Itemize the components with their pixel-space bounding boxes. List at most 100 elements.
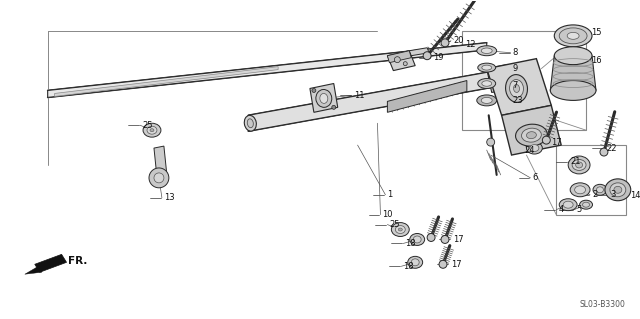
- Circle shape: [600, 148, 608, 156]
- Ellipse shape: [477, 95, 497, 106]
- Circle shape: [403, 62, 407, 66]
- Circle shape: [542, 136, 550, 144]
- Text: 17: 17: [551, 137, 562, 147]
- Ellipse shape: [554, 25, 592, 47]
- Text: 2: 2: [592, 190, 597, 199]
- Text: 25: 25: [142, 121, 152, 130]
- Ellipse shape: [516, 124, 547, 146]
- Circle shape: [154, 173, 164, 183]
- Text: 14: 14: [630, 191, 640, 200]
- Text: 8: 8: [513, 48, 518, 57]
- Text: 17: 17: [451, 260, 461, 269]
- Text: 18: 18: [403, 262, 414, 271]
- Ellipse shape: [575, 186, 586, 194]
- Text: 1: 1: [387, 190, 393, 199]
- Circle shape: [487, 138, 495, 146]
- Text: 12: 12: [465, 40, 476, 49]
- Circle shape: [427, 234, 435, 241]
- Polygon shape: [487, 59, 551, 115]
- Text: 3: 3: [610, 190, 615, 199]
- Text: 16: 16: [591, 56, 602, 65]
- Text: 24: 24: [524, 145, 535, 155]
- Ellipse shape: [408, 256, 422, 268]
- Polygon shape: [487, 65, 511, 93]
- Ellipse shape: [478, 63, 495, 72]
- Circle shape: [439, 260, 447, 268]
- Ellipse shape: [509, 79, 524, 97]
- Ellipse shape: [150, 129, 154, 132]
- Text: FR.: FR.: [68, 256, 87, 266]
- Polygon shape: [409, 48, 429, 56]
- Ellipse shape: [412, 259, 419, 266]
- Ellipse shape: [478, 78, 495, 88]
- Text: 21: 21: [570, 158, 580, 167]
- Ellipse shape: [527, 132, 536, 139]
- Ellipse shape: [244, 115, 257, 131]
- Text: 23: 23: [513, 96, 523, 105]
- Polygon shape: [248, 70, 497, 131]
- Ellipse shape: [316, 89, 332, 108]
- Ellipse shape: [530, 145, 539, 152]
- Circle shape: [312, 88, 316, 93]
- Text: 6: 6: [532, 173, 538, 182]
- Polygon shape: [47, 43, 487, 97]
- Text: SL03-B3300: SL03-B3300: [580, 300, 626, 308]
- Text: 7: 7: [513, 81, 518, 90]
- Ellipse shape: [582, 202, 589, 207]
- Text: 10: 10: [383, 210, 393, 219]
- Ellipse shape: [143, 123, 161, 137]
- Ellipse shape: [413, 236, 421, 243]
- Circle shape: [423, 52, 431, 60]
- Ellipse shape: [550, 80, 596, 100]
- Ellipse shape: [410, 234, 425, 245]
- Polygon shape: [387, 51, 412, 63]
- Ellipse shape: [614, 186, 622, 193]
- Polygon shape: [550, 56, 596, 91]
- Polygon shape: [502, 105, 561, 155]
- Polygon shape: [35, 254, 67, 272]
- Polygon shape: [310, 84, 338, 112]
- Polygon shape: [25, 264, 42, 274]
- Ellipse shape: [568, 156, 590, 174]
- Text: 15: 15: [591, 28, 602, 37]
- Circle shape: [441, 235, 449, 243]
- Text: 9: 9: [513, 64, 518, 73]
- Polygon shape: [154, 146, 167, 177]
- Text: 4: 4: [558, 205, 563, 214]
- Ellipse shape: [522, 128, 541, 142]
- Ellipse shape: [596, 187, 604, 193]
- Ellipse shape: [610, 183, 626, 197]
- Ellipse shape: [506, 75, 527, 102]
- Ellipse shape: [580, 200, 593, 209]
- Ellipse shape: [398, 228, 403, 231]
- Ellipse shape: [482, 65, 492, 70]
- Circle shape: [332, 105, 336, 109]
- Ellipse shape: [320, 93, 328, 103]
- Ellipse shape: [593, 184, 607, 195]
- Circle shape: [149, 168, 169, 188]
- Ellipse shape: [482, 81, 492, 86]
- Ellipse shape: [247, 119, 253, 128]
- Ellipse shape: [481, 97, 492, 103]
- Ellipse shape: [481, 48, 492, 54]
- Ellipse shape: [563, 201, 573, 208]
- Text: 11: 11: [354, 91, 364, 100]
- Ellipse shape: [559, 199, 577, 211]
- Text: 19: 19: [433, 53, 444, 62]
- Text: 20: 20: [453, 36, 463, 45]
- Circle shape: [441, 39, 449, 47]
- Ellipse shape: [477, 46, 497, 56]
- Circle shape: [394, 57, 400, 63]
- Ellipse shape: [572, 160, 586, 170]
- Polygon shape: [387, 51, 415, 70]
- Text: 17: 17: [453, 235, 463, 244]
- Ellipse shape: [527, 142, 542, 154]
- Ellipse shape: [513, 85, 520, 93]
- Polygon shape: [54, 67, 278, 96]
- Ellipse shape: [575, 162, 582, 168]
- Ellipse shape: [147, 126, 157, 134]
- Text: 5: 5: [576, 205, 581, 214]
- Ellipse shape: [605, 179, 631, 201]
- Ellipse shape: [559, 28, 587, 44]
- Ellipse shape: [396, 226, 405, 234]
